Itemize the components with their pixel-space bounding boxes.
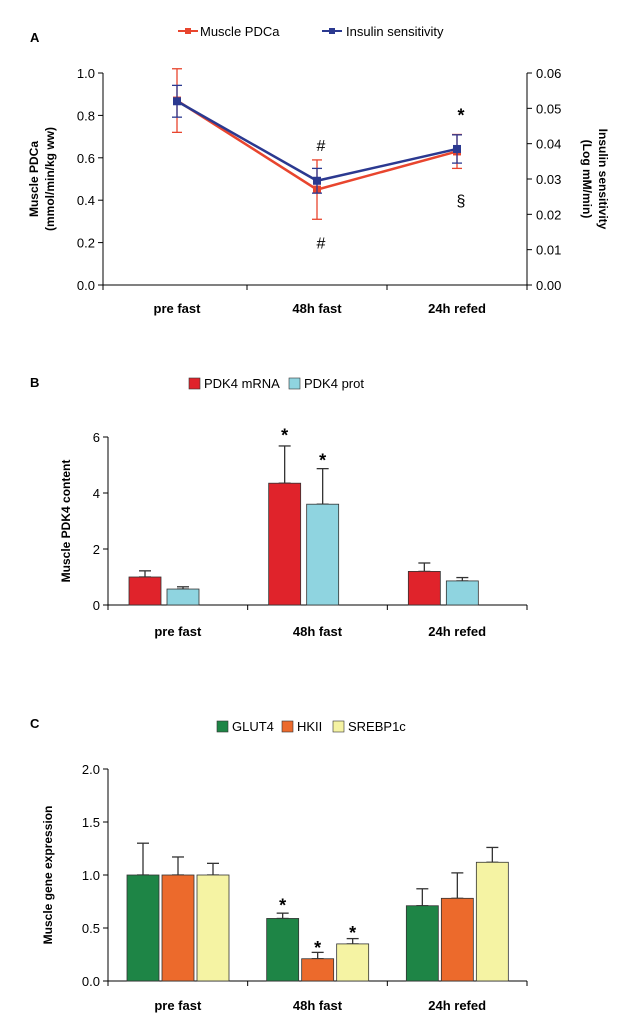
panel-a-right-tick-label: 0.06 <box>536 66 561 81</box>
panel-b-legend-label: PDK4 prot <box>304 376 364 391</box>
panel-a-right-tick-label: 0.03 <box>536 172 561 187</box>
panel-c-y-tick-label: 0.5 <box>82 921 100 936</box>
panel-a-point-insulin <box>453 144 461 153</box>
panel-b-bar-pdk4-prot <box>306 503 340 606</box>
legend-a-marker-pdca <box>185 28 191 34</box>
panel-c-legend-swatch <box>281 720 294 733</box>
panel-c-y-tick-label: 2.0 <box>82 762 100 777</box>
panel-a-point-insulin <box>173 97 181 106</box>
panel-c-annotation: * <box>349 923 356 943</box>
panel-b-bar-pdk4-mrna <box>268 482 302 606</box>
panel-a-left-tick-label: 0.8 <box>77 108 95 123</box>
panel-a-annotation: * <box>457 105 464 125</box>
panel-c-annotation: * <box>314 938 321 958</box>
panel-b-bar-pdk4-prot <box>166 588 200 606</box>
panel-b-bar-pdk4-prot <box>445 580 479 606</box>
panel-a-ylabel-line2: (mmol/min/kg ww) <box>43 127 57 231</box>
panel-c-bar-srebp1c <box>475 861 509 982</box>
panel-a-left-tick-label: 0.0 <box>77 278 95 293</box>
panel-c-legend-swatch <box>332 720 345 733</box>
panel-c-bar-glut4 <box>126 874 160 982</box>
panel-c-y-tick-label: 0.0 <box>82 974 100 989</box>
panel-c-bar-hkii <box>161 874 195 982</box>
legend-a-label-pdca: Muscle PDCa <box>200 24 280 39</box>
panel-a-ylabel-line1: Muscle PDCa <box>27 141 41 217</box>
panel-b-y-tick-label: 0 <box>93 598 100 613</box>
panel-a-letter: A <box>30 30 40 45</box>
panel-b-letter: B <box>30 375 39 390</box>
panel-c-category-label: pre fast <box>154 998 202 1013</box>
panel-a-category-label: 48h fast <box>292 301 342 316</box>
panel-a-left-tick-label: 0.2 <box>77 236 95 251</box>
panel-a-right-tick-label: 0.05 <box>536 101 561 116</box>
panel-c-bar-hkii <box>440 897 474 982</box>
panel-b-bar-pdk4-mrna <box>128 576 162 606</box>
panel-c-legend-label: HKII <box>297 719 322 734</box>
panel-b-y-tick-label: 6 <box>93 430 100 445</box>
panel-b-y-tick-label: 4 <box>93 486 100 501</box>
panel-a-annotation: § <box>457 193 466 210</box>
panel-c-category-label: 48h fast <box>293 998 343 1013</box>
panel-c-legend-label: GLUT4 <box>232 719 274 734</box>
panel-a-point-insulin <box>313 176 321 185</box>
panel-a-category-label: 24h refed <box>428 301 486 316</box>
panel-b-y-tick-label: 2 <box>93 542 100 557</box>
panel-c-bar-srebp1c <box>336 943 370 982</box>
panel-a-category-label: pre fast <box>154 301 202 316</box>
panel-b-annotation: * <box>319 451 326 471</box>
panel-a-right-tick-label: 0.02 <box>536 207 561 222</box>
panel-c-bar-glut4 <box>405 905 439 982</box>
panel-c-y-tick-label: 1.5 <box>82 815 100 830</box>
panel-a-y2label-line1: Insulin sensitivity <box>596 129 610 230</box>
panel-c-legend-swatch <box>216 720 229 733</box>
panel-b-category-label: 24h refed <box>428 624 486 639</box>
panel-c-y-tick-label: 1.0 <box>82 868 100 883</box>
panel-a-left-tick-label: 0.6 <box>77 151 95 166</box>
panel-a-right-tick-label: 0.00 <box>536 278 561 293</box>
panel-c-bar-hkii <box>301 958 335 982</box>
panel-b-category-label: 48h fast <box>293 624 343 639</box>
panel-b-ylabel: Muscle PDK4 content <box>59 460 73 583</box>
panel-c-annotation: * <box>279 896 286 916</box>
panel-b-legend-label: PDK4 mRNA <box>204 376 280 391</box>
panel-c-legend-label: SREBP1c <box>348 719 406 734</box>
legend-a-marker-insulin <box>329 28 335 34</box>
legend-a-label-insulin: Insulin sensitivity <box>346 24 444 39</box>
panel-b-category-label: pre fast <box>154 624 202 639</box>
panel-c-bar-srebp1c <box>196 874 230 982</box>
panel-b-annotation: * <box>281 425 288 445</box>
panel-a-annotation: # <box>317 236 326 253</box>
panel-b-bar-pdk4-mrna <box>407 571 441 606</box>
panel-a-left-tick-label: 1.0 <box>77 66 95 81</box>
panel-c-ylabel: Muscle gene expression <box>41 806 55 945</box>
panel-c-category-label: 24h refed <box>428 998 486 1013</box>
panel-a-left-tick-label: 0.4 <box>77 193 95 208</box>
panel-c-letter: C <box>30 716 40 731</box>
panel-b-legend-swatch <box>288 377 301 390</box>
panel-b-legend-swatch <box>188 377 201 390</box>
panel-a-right-tick-label: 0.04 <box>536 137 561 152</box>
panel-a-y2label-line2: (Log mM/min) <box>580 140 594 219</box>
panel-a-right-tick-label: 0.01 <box>536 243 561 258</box>
panel-c-bar-glut4 <box>266 918 300 982</box>
panel-a-annotation: # <box>317 138 326 155</box>
